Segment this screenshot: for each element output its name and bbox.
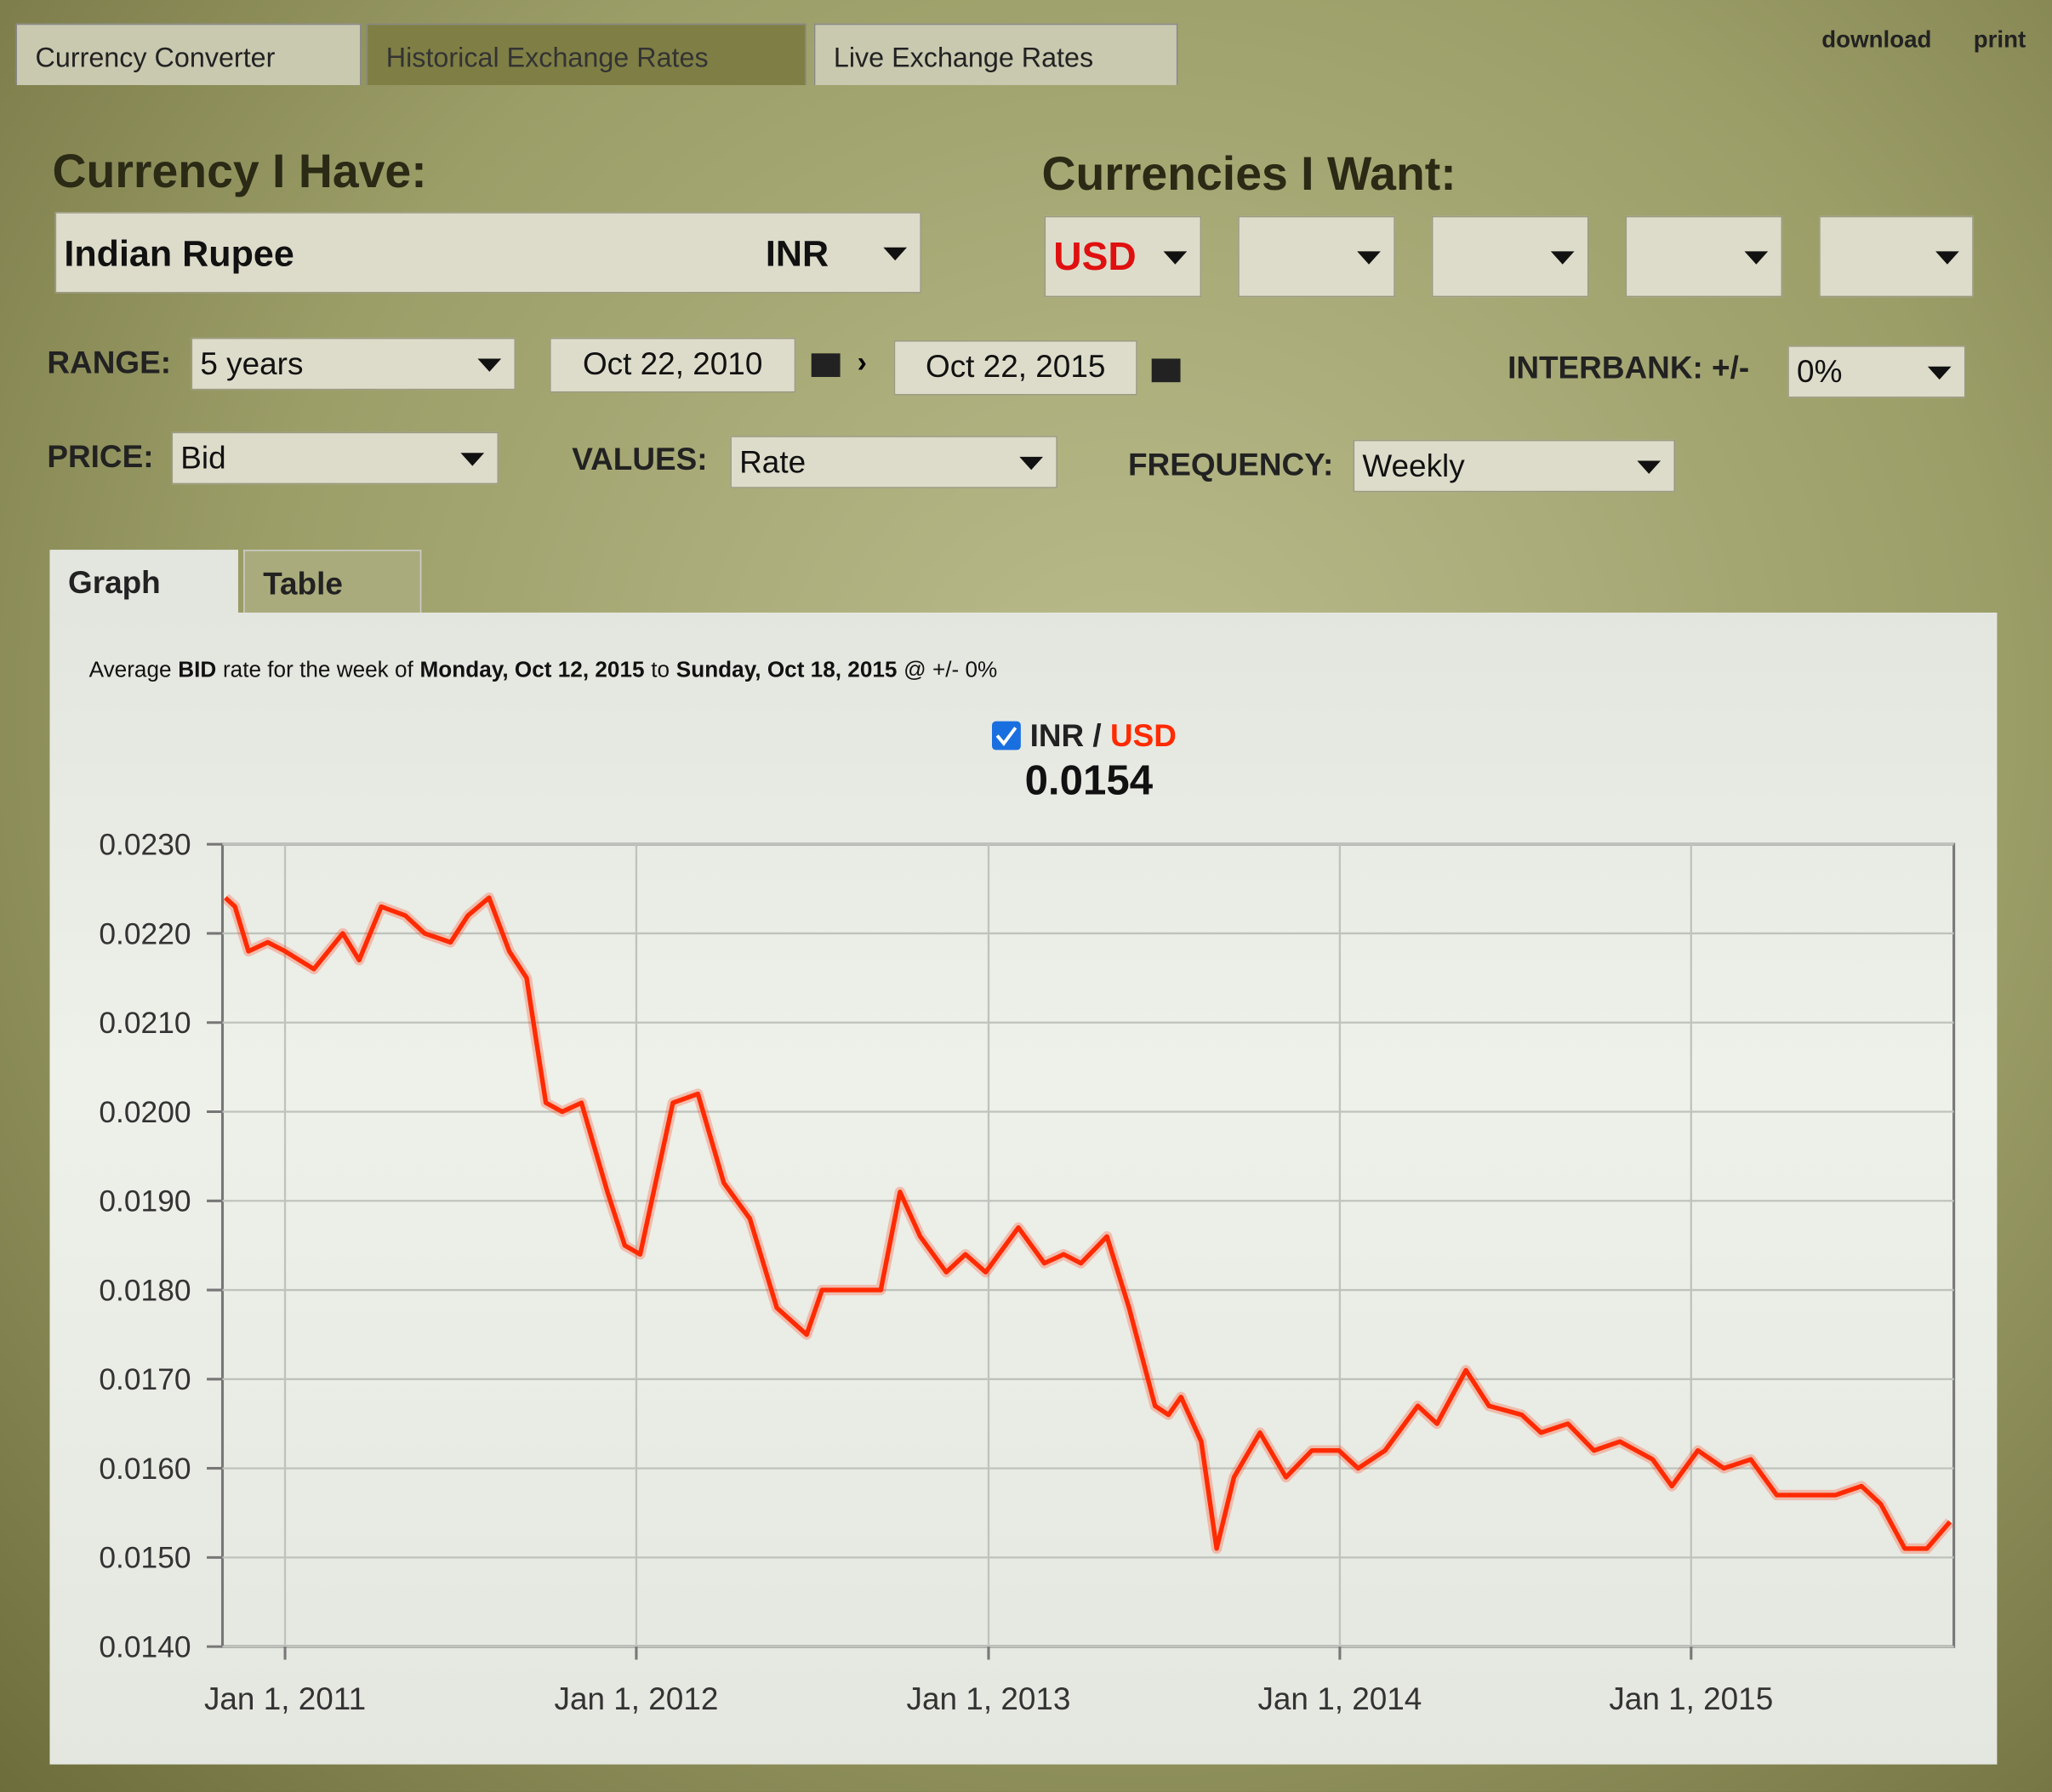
x-tick-label: Jan 1, 2011	[204, 1681, 366, 1716]
label: INTERBANK: +/-	[1508, 351, 1750, 386]
subtitle-part: Sunday, Oct 18, 2015	[675, 657, 898, 682]
currency-select[interactable]: Indian Rupee INR	[54, 212, 921, 294]
label: VALUES:	[572, 442, 708, 478]
x-tick-label: Jan 1, 2012	[554, 1681, 718, 1716]
x-tick-label: Jan 1, 2013	[907, 1681, 1071, 1716]
currency-name: Indian Rupee	[64, 232, 294, 274]
link[interactable]: download	[1821, 26, 1932, 53]
y-tick-label: 0.0230	[99, 828, 191, 861]
arrow: ›	[857, 345, 867, 379]
link[interactable]: print	[1973, 26, 2026, 53]
y-tick-label: 0.0150	[99, 1542, 191, 1575]
chart-subtitle: Average BID rate for the week of Monday, Oc…	[89, 657, 1004, 683]
price-select[interactable]: Bid	[171, 431, 499, 485]
subtitle-part: to	[651, 657, 670, 682]
calendar-icon[interactable]	[811, 353, 841, 378]
plot-area	[220, 842, 1956, 1648]
legend-checkbox	[992, 721, 1021, 750]
want-select[interactable]	[1819, 215, 1974, 298]
x-tick-label: Jan 1, 2015	[1609, 1681, 1773, 1716]
label: FREQUENCY:	[1127, 448, 1334, 483]
legend-label: INR / USD	[1030, 718, 1177, 753]
frequency-select[interactable]: Weekly	[1353, 439, 1675, 493]
interbank-select[interactable]: 0%	[1787, 345, 1966, 398]
view-tab[interactable]: Table	[243, 550, 422, 617]
tab[interactable]: Live Exchange Rates	[813, 23, 1178, 85]
want-select[interactable]	[1238, 215, 1395, 298]
y-tick-label: 0.0160	[99, 1452, 191, 1486]
values-select[interactable]: Rate	[730, 436, 1057, 488]
chart-panel	[49, 612, 1998, 1765]
want-select[interactable]: USD	[1044, 215, 1202, 298]
date-input[interactable]: Oct 22, 2010	[550, 337, 796, 393]
tab[interactable]: Currency Converter	[15, 23, 362, 85]
label: Currencies I Want:	[1041, 146, 1456, 201]
currency-code: INR	[765, 232, 829, 274]
view-tab-active[interactable]: Graph	[49, 550, 238, 615]
tab-active[interactable]: Historical Exchange Rates	[366, 23, 807, 85]
date-input[interactable]: Oct 22, 2015	[893, 340, 1137, 396]
want-select[interactable]	[1431, 215, 1589, 298]
subtitle-part: @ +/- 0%	[903, 657, 998, 682]
y-tick-label: 0.0220	[99, 917, 191, 950]
y-tick-label: 0.0210	[99, 1007, 191, 1040]
series-line	[224, 895, 1952, 1551]
subtitle-part: Average	[88, 657, 172, 682]
x-tick-label: Jan 1, 2014	[1257, 1681, 1422, 1716]
y-tick-label: 0.0170	[99, 1363, 191, 1396]
want-select[interactable]	[1625, 215, 1783, 298]
y-tick-label: 0.0200	[99, 1096, 191, 1129]
y-tick-label: 0.0180	[99, 1274, 191, 1307]
check	[995, 727, 1017, 746]
label: PRICE:	[47, 439, 154, 476]
calendar-icon[interactable]	[1151, 358, 1181, 383]
y-tick-label: 0.0140	[99, 1630, 191, 1664]
range-select[interactable]: 5 years	[191, 337, 516, 391]
current-value: 0.0154	[1025, 757, 1154, 804]
y-tick-label: 0.0190	[99, 1185, 191, 1218]
subtitle-part: Monday, Oct 12, 2015	[419, 657, 645, 682]
label: Currency I Have:	[52, 144, 427, 198]
label: RANGE:	[47, 345, 172, 381]
subtitle-part: BID	[178, 657, 217, 682]
subtitle-part: rate for the week of	[222, 657, 413, 682]
